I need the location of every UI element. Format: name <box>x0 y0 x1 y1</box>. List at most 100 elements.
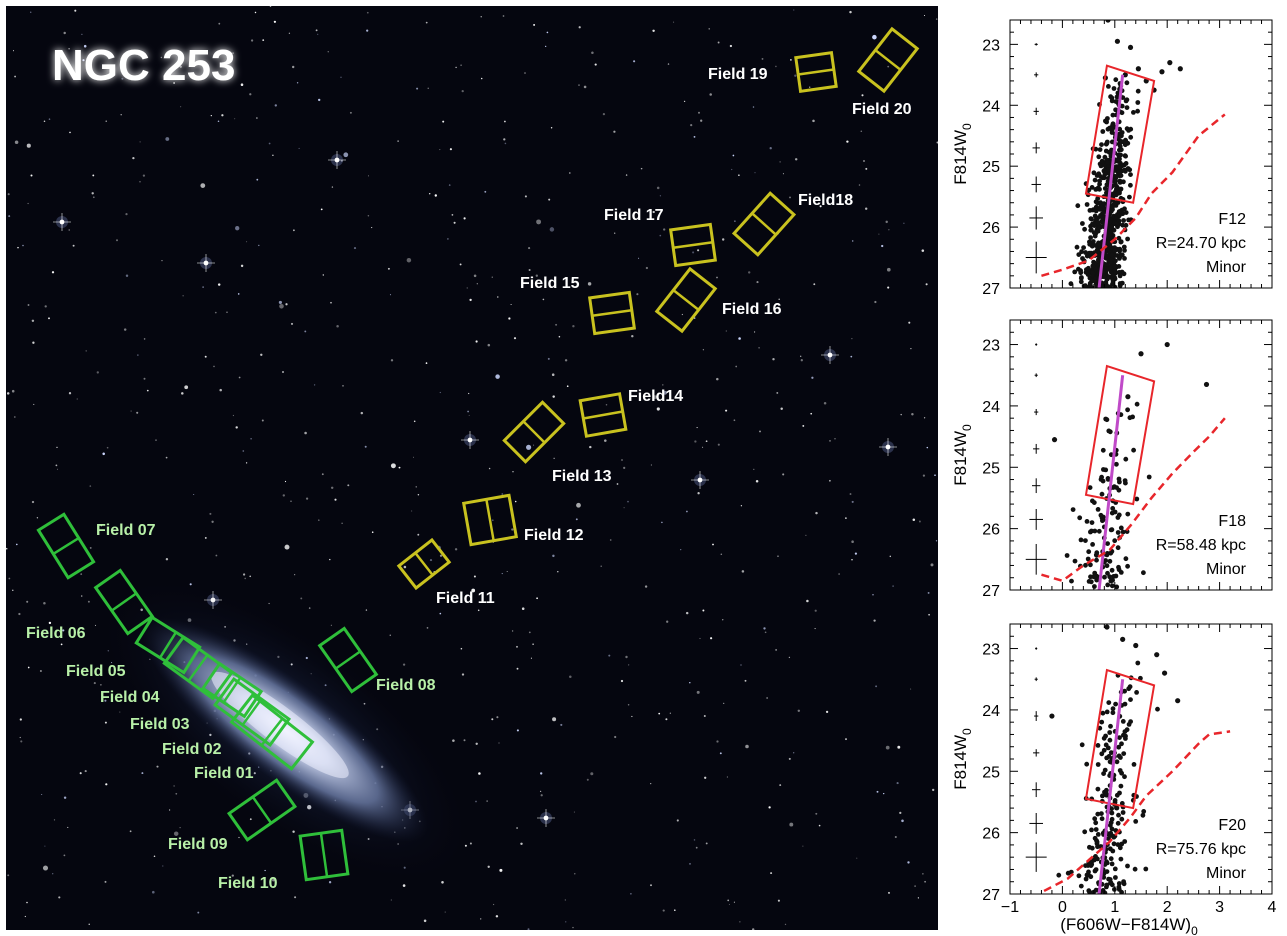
star-point <box>1099 474 1104 480</box>
star-point <box>1101 201 1107 207</box>
star <box>514 500 517 503</box>
field-14-label: Field14 <box>628 388 683 405</box>
y-axis-label: F814W0 <box>951 123 974 185</box>
star <box>119 711 121 713</box>
star <box>560 723 563 726</box>
star-point <box>1088 529 1093 535</box>
star-point <box>1109 567 1115 573</box>
star <box>81 33 83 36</box>
star-point <box>1083 538 1088 543</box>
star-point <box>1135 66 1141 72</box>
star <box>777 899 780 902</box>
star <box>930 563 934 567</box>
star <box>63 854 66 857</box>
star <box>334 498 337 501</box>
star <box>498 742 500 744</box>
star <box>318 519 320 521</box>
star <box>923 417 926 419</box>
star <box>558 335 561 338</box>
star <box>503 138 506 141</box>
star-point <box>1123 222 1129 228</box>
star <box>349 111 352 114</box>
star <box>452 739 455 742</box>
error-bar <box>1033 749 1040 757</box>
star <box>235 426 238 429</box>
star <box>397 140 399 142</box>
star-point <box>1104 624 1110 630</box>
star-point <box>1119 133 1124 139</box>
star <box>572 926 574 929</box>
field-08-footprint <box>317 626 379 694</box>
star <box>861 94 864 97</box>
star-point <box>1105 160 1111 166</box>
star <box>665 718 668 721</box>
star-point <box>1103 791 1109 797</box>
star <box>769 147 772 150</box>
field-20-footprint <box>856 26 920 94</box>
star <box>703 714 706 718</box>
star <box>467 410 469 413</box>
star <box>293 229 295 232</box>
star <box>936 141 938 144</box>
error-bar <box>1025 241 1047 274</box>
star <box>735 365 738 368</box>
star <box>111 662 113 664</box>
star <box>696 427 698 429</box>
star <box>469 842 472 845</box>
star-point <box>1131 762 1137 767</box>
star <box>810 412 813 415</box>
star-point <box>1116 812 1121 818</box>
star <box>899 811 902 815</box>
star <box>886 267 891 272</box>
star <box>513 337 517 340</box>
star <box>755 480 759 483</box>
star <box>200 183 206 188</box>
star <box>528 268 531 272</box>
star-point <box>1128 172 1133 178</box>
star-point <box>1108 856 1114 862</box>
star <box>794 158 798 161</box>
star <box>204 536 207 539</box>
field-footprints <box>36 26 920 882</box>
star-point <box>1106 831 1112 837</box>
star <box>27 666 30 669</box>
star-point <box>1083 283 1088 288</box>
star-point <box>1116 881 1122 886</box>
star-point <box>1167 60 1173 66</box>
star-point <box>1177 66 1183 72</box>
star <box>211 520 214 523</box>
star <box>39 669 42 673</box>
star-point <box>1108 723 1113 729</box>
star <box>725 330 727 332</box>
star-point <box>1118 755 1123 760</box>
star <box>924 880 926 883</box>
star-point <box>1128 182 1133 188</box>
star <box>662 384 664 386</box>
star <box>761 57 764 60</box>
star <box>918 520 921 523</box>
star <box>823 402 827 405</box>
star <box>31 319 35 323</box>
star <box>69 131 71 134</box>
star <box>367 175 370 177</box>
star <box>476 283 478 285</box>
star-point <box>1118 856 1124 862</box>
star <box>96 371 99 374</box>
field-02-label: Field 02 <box>162 741 222 758</box>
star-point <box>1119 770 1124 776</box>
star <box>153 855 156 858</box>
bright-star <box>537 809 555 827</box>
star <box>860 130 863 132</box>
star <box>697 492 700 495</box>
star <box>403 565 407 569</box>
star <box>181 392 184 395</box>
star-point <box>1100 478 1106 484</box>
star <box>702 609 705 612</box>
star-point <box>1087 241 1093 247</box>
star <box>80 595 83 597</box>
star <box>11 389 15 393</box>
star <box>910 347 912 350</box>
star-point <box>1083 269 1089 275</box>
star <box>492 903 495 906</box>
y-tick-label: 24 <box>982 399 1000 416</box>
